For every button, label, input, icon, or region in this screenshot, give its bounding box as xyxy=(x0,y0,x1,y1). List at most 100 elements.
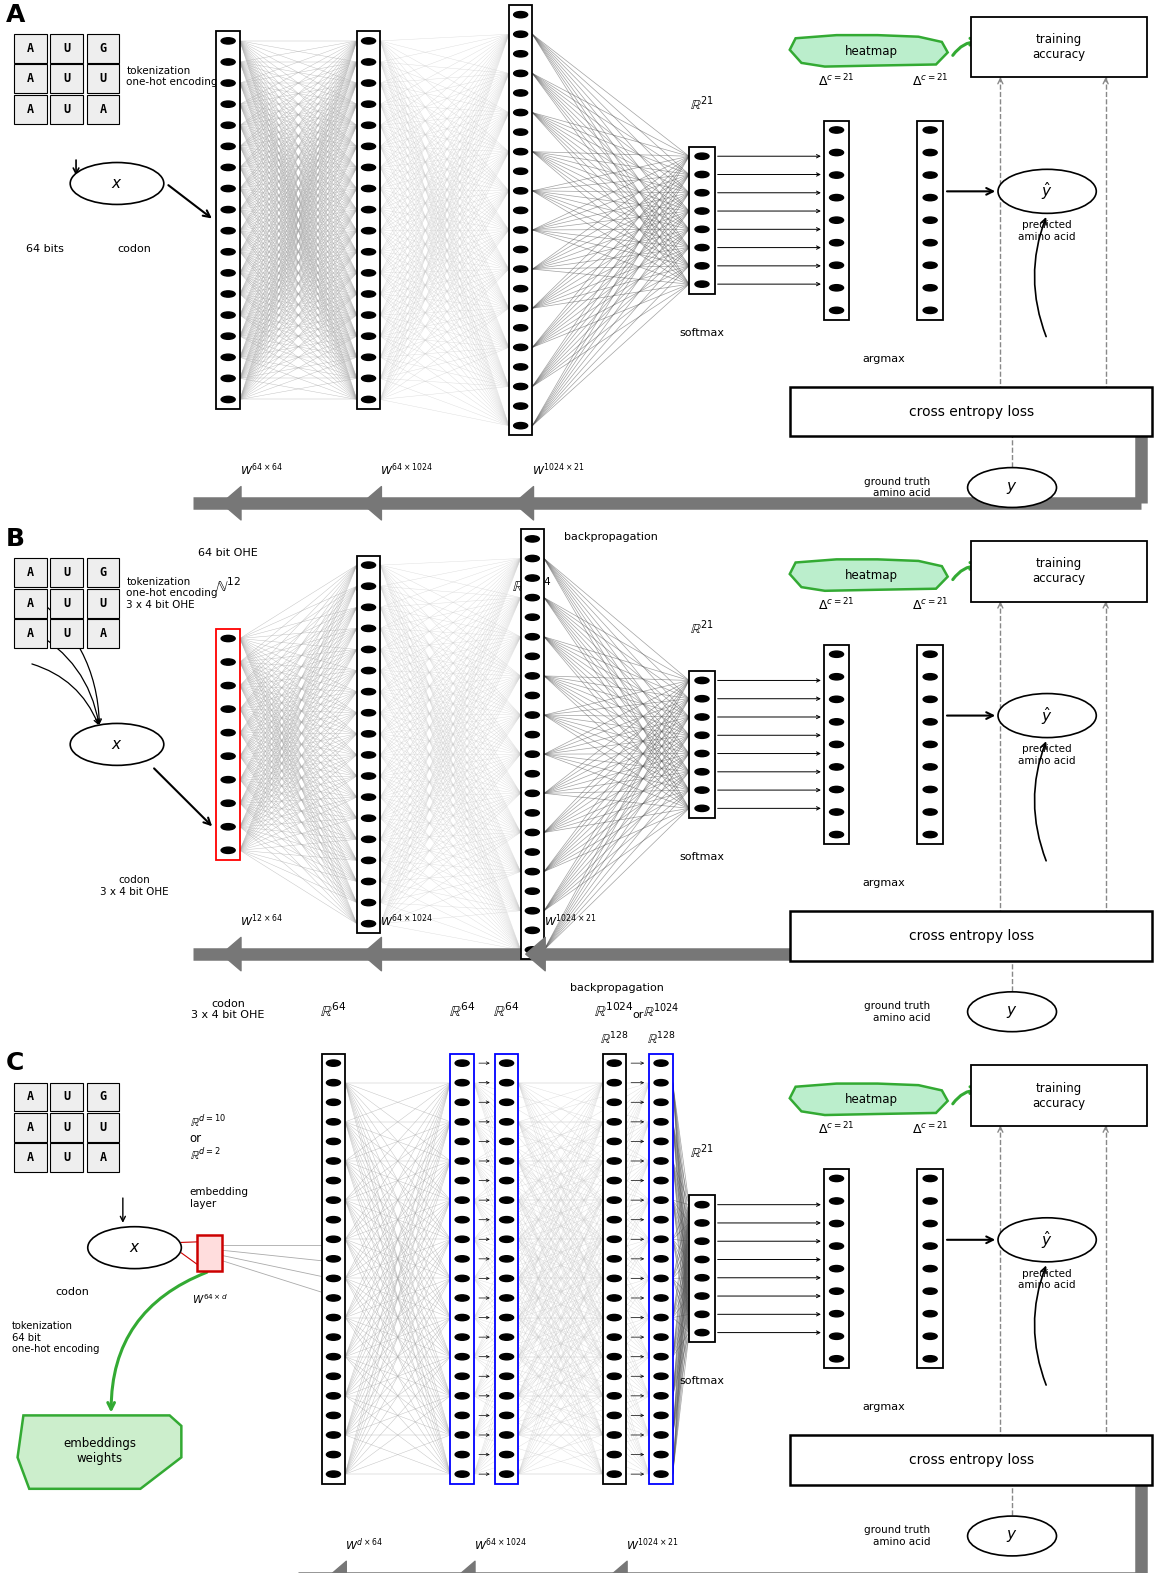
Circle shape xyxy=(525,752,539,758)
Circle shape xyxy=(221,81,235,87)
Circle shape xyxy=(923,741,937,747)
Text: $\Delta^{c=21}$: $\Delta^{c=21}$ xyxy=(911,73,949,88)
FancyBboxPatch shape xyxy=(50,1113,83,1142)
Text: $\mathbb{R}^{128}$: $\mathbb{R}^{128}$ xyxy=(600,1031,628,1047)
Text: $W^{64\times1024}$: $W^{64\times1024}$ xyxy=(380,461,433,478)
Circle shape xyxy=(326,1295,340,1301)
Circle shape xyxy=(695,1202,709,1208)
Circle shape xyxy=(221,729,235,736)
Circle shape xyxy=(221,144,235,150)
Circle shape xyxy=(326,1432,340,1438)
Text: A: A xyxy=(27,43,34,55)
Text: $y$: $y$ xyxy=(1006,1004,1018,1020)
Text: A: A xyxy=(27,1151,34,1164)
Circle shape xyxy=(830,1265,844,1271)
Text: argmax: argmax xyxy=(862,1402,904,1412)
Circle shape xyxy=(514,305,528,311)
Circle shape xyxy=(362,794,376,801)
Circle shape xyxy=(362,313,376,319)
Circle shape xyxy=(607,1118,621,1124)
Circle shape xyxy=(221,354,235,360)
Text: A: A xyxy=(27,1091,34,1104)
Circle shape xyxy=(221,291,235,297)
Circle shape xyxy=(362,58,376,65)
FancyBboxPatch shape xyxy=(824,120,849,321)
FancyArrowPatch shape xyxy=(455,1562,536,1579)
Text: $\mathbb{R}^{64}$: $\mathbb{R}^{64}$ xyxy=(321,1001,346,1020)
Circle shape xyxy=(830,240,844,246)
Circle shape xyxy=(362,900,376,906)
Circle shape xyxy=(514,109,528,115)
Circle shape xyxy=(525,535,539,542)
Circle shape xyxy=(514,32,528,38)
Text: A: A xyxy=(6,3,26,27)
FancyBboxPatch shape xyxy=(50,1083,83,1112)
Text: softmax: softmax xyxy=(680,327,724,338)
Circle shape xyxy=(455,1197,469,1203)
Circle shape xyxy=(362,625,376,632)
FancyBboxPatch shape xyxy=(50,559,83,587)
Circle shape xyxy=(525,633,539,639)
Circle shape xyxy=(607,1451,621,1457)
Circle shape xyxy=(525,868,539,875)
Circle shape xyxy=(362,731,376,737)
Text: $\mathbb{R}^{21}$: $\mathbb{R}^{21}$ xyxy=(690,95,714,112)
Circle shape xyxy=(923,262,937,268)
Circle shape xyxy=(514,363,528,369)
FancyBboxPatch shape xyxy=(87,1143,119,1172)
Circle shape xyxy=(695,1293,709,1300)
Circle shape xyxy=(830,308,844,314)
Circle shape xyxy=(525,731,539,737)
Circle shape xyxy=(221,227,235,234)
Circle shape xyxy=(923,1265,937,1271)
Circle shape xyxy=(923,1356,937,1363)
Circle shape xyxy=(968,992,1057,1031)
Circle shape xyxy=(221,848,235,853)
Circle shape xyxy=(221,122,235,128)
FancyBboxPatch shape xyxy=(357,32,380,409)
Text: $\Delta^{c=21}$: $\Delta^{c=21}$ xyxy=(818,597,855,613)
Text: argmax: argmax xyxy=(862,354,904,363)
FancyBboxPatch shape xyxy=(603,1053,626,1484)
Circle shape xyxy=(654,1451,668,1457)
Circle shape xyxy=(607,1412,621,1418)
Circle shape xyxy=(923,150,937,156)
Circle shape xyxy=(830,1311,844,1317)
Circle shape xyxy=(654,1412,668,1418)
Text: $\mathbb{R}^{1024}$: $\mathbb{R}^{1024}$ xyxy=(594,1001,634,1020)
Text: or: or xyxy=(632,1009,644,1020)
Text: $W^{64\times1024}$: $W^{64\times1024}$ xyxy=(474,1536,526,1552)
Text: codon: codon xyxy=(118,243,151,254)
Circle shape xyxy=(362,333,376,339)
Circle shape xyxy=(923,194,937,201)
Circle shape xyxy=(362,668,376,674)
Circle shape xyxy=(362,709,376,715)
Text: training
accuracy: training accuracy xyxy=(1032,557,1086,586)
FancyBboxPatch shape xyxy=(14,559,47,587)
Text: cross entropy loss: cross entropy loss xyxy=(909,928,1033,943)
FancyBboxPatch shape xyxy=(87,95,119,123)
Circle shape xyxy=(362,291,376,297)
Circle shape xyxy=(525,712,539,718)
Circle shape xyxy=(326,1157,340,1164)
Text: cross entropy loss: cross entropy loss xyxy=(909,1453,1033,1467)
Circle shape xyxy=(654,1295,668,1301)
Text: $W^{12\times64}$: $W^{12\times64}$ xyxy=(240,913,283,928)
Circle shape xyxy=(500,1099,514,1105)
Circle shape xyxy=(455,1118,469,1124)
Circle shape xyxy=(500,1451,514,1457)
Circle shape xyxy=(695,677,709,684)
FancyBboxPatch shape xyxy=(87,589,119,617)
Circle shape xyxy=(326,1236,340,1243)
Circle shape xyxy=(362,688,376,695)
Circle shape xyxy=(455,1334,469,1341)
Circle shape xyxy=(221,801,235,807)
Circle shape xyxy=(514,148,528,155)
Text: U: U xyxy=(63,1091,70,1104)
Circle shape xyxy=(362,185,376,191)
Circle shape xyxy=(923,1288,937,1295)
Text: $\mathbb{R}^{1024}$: $\mathbb{R}^{1024}$ xyxy=(642,1001,680,1020)
Text: $\Delta^{c=21}$: $\Delta^{c=21}$ xyxy=(911,1121,949,1137)
Circle shape xyxy=(326,1393,340,1399)
Text: predicted
amino acid: predicted amino acid xyxy=(1018,744,1076,766)
